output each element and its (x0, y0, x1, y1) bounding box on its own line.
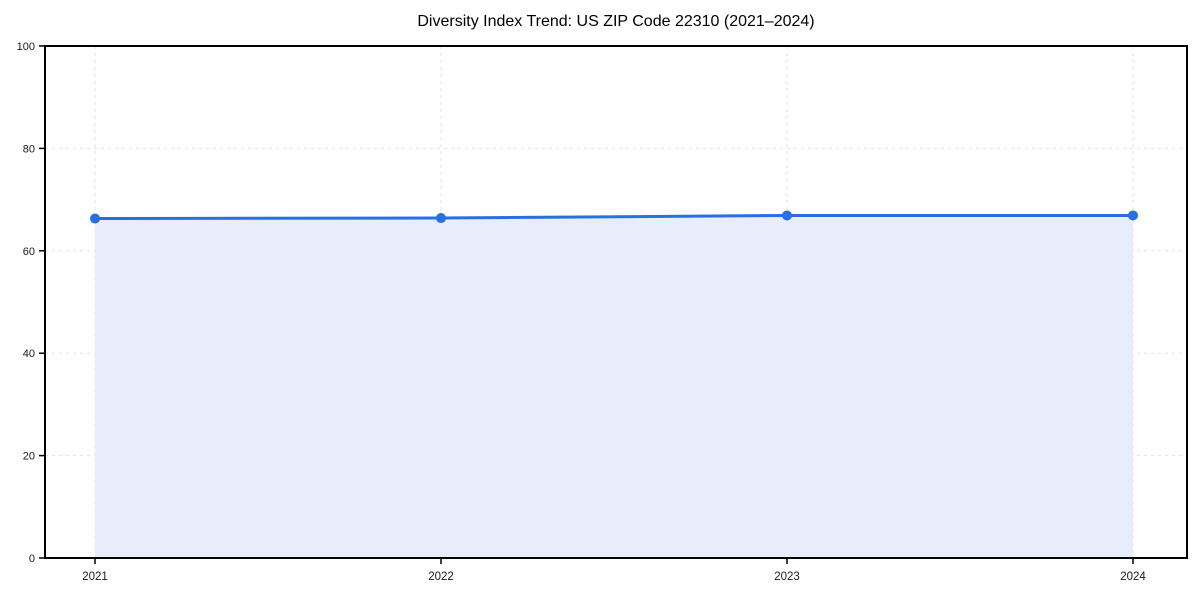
x-tick-label: 2023 (774, 571, 800, 583)
y-tick-label: 100 (17, 41, 35, 53)
trend-line (93, 213, 1135, 221)
y-tick-label: 0 (29, 553, 35, 565)
y-tick-label: 20 (23, 451, 35, 463)
area-fill (95, 215, 1133, 559)
plot-border (44, 45, 1188, 559)
data-point-2024 (1128, 210, 1138, 221)
chart-title: Diversity Index Trend: US ZIP Code 22310… (417, 13, 815, 30)
y-tick-label: 40 (23, 348, 35, 360)
y-tick-label: 60 (23, 246, 35, 258)
y-tick-label: 80 (23, 143, 35, 155)
data-point-2023 (782, 210, 792, 221)
x-tick-label: 2024 (1120, 571, 1146, 583)
x-tick-label: 2022 (428, 571, 454, 583)
data-point-2022 (436, 213, 446, 224)
data-point-2021 (90, 213, 100, 224)
x-tick-label: 2021 (82, 571, 108, 583)
